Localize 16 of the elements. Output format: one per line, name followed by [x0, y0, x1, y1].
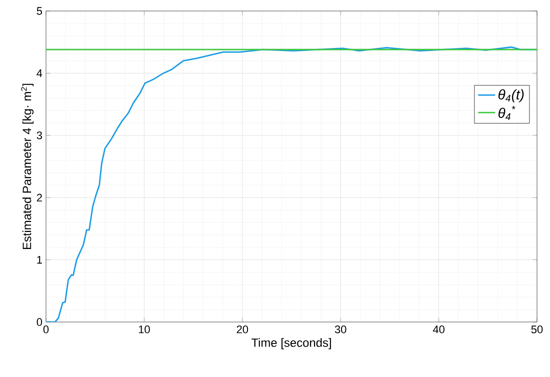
- x-tick-label: 20: [236, 326, 248, 334]
- y-tick-label: 3: [36, 132, 42, 140]
- legend-label: θ$_{4}$*: [498, 106, 516, 120]
- x-tick-label: 40: [432, 326, 444, 334]
- y-tick-label: 2: [36, 194, 42, 202]
- x-tick-label: 30: [334, 326, 346, 334]
- y-tick-label: 5: [36, 7, 42, 15]
- x-tick-label: 0: [43, 326, 49, 334]
- y-tick-label: 0: [36, 318, 42, 326]
- legend-label: θ$_{4}$(t): [498, 89, 524, 102]
- x-tick-label: 50: [531, 326, 543, 334]
- y-axis-title: Estimated Parameter 4 [kg· m$^{2}$]: [21, 84, 34, 250]
- x-tick-label: 10: [138, 326, 150, 334]
- y-tick-label: 4: [36, 69, 42, 77]
- y-tick-label: 1: [37, 256, 42, 264]
- x-axis-title: Time [seconds]: [251, 338, 331, 350]
